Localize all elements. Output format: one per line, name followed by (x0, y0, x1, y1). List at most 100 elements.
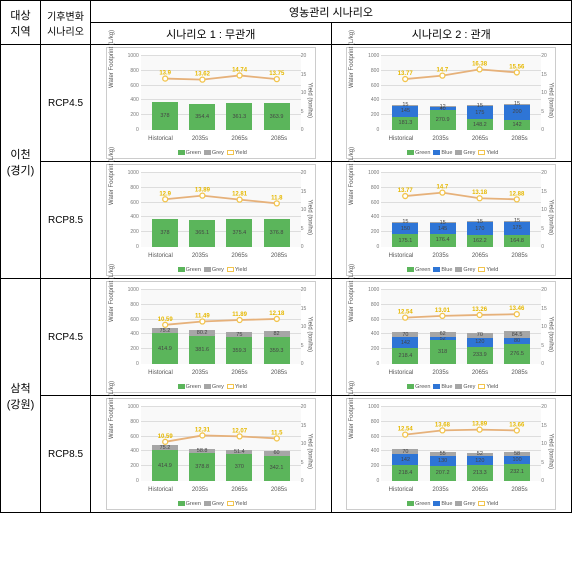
climate-cell: RCP4.5 (41, 279, 91, 396)
y2-tick: 0 (301, 361, 311, 367)
legend: GreenGreyYield (107, 150, 315, 156)
region-cell: 삼척(강원) (1, 279, 41, 513)
yield-marker (515, 197, 520, 202)
y1-tick: 800 (125, 419, 139, 425)
y1-tick: 0 (365, 478, 379, 484)
legend: GreenBlueGreyYield (347, 150, 555, 156)
y1-tick: 0 (365, 244, 379, 250)
yield-value: 12.81 (232, 192, 248, 198)
y1-tick: 400 (125, 448, 139, 454)
y1-tick: 600 (365, 83, 379, 89)
y2-tick: 10 (301, 324, 311, 330)
plot-area: 414.975.2378.858.837051.4342.16010.5912.… (141, 407, 301, 481)
y2-tick: 10 (541, 207, 551, 213)
plot-area: 218.4142703185262233.912070276.58084.512… (381, 290, 541, 364)
yield-marker (477, 427, 482, 432)
legend: GreenBlueGreyYield (347, 267, 555, 273)
y2-tick: 15 (541, 72, 551, 78)
yield-line: 10.5911.4911.8912.18 (141, 290, 301, 364)
chart-cell: Water Footprint (L/kg)Yield (ton/ha)0200… (331, 162, 572, 279)
y2-tick: 15 (301, 423, 311, 429)
y2-tick: 5 (541, 226, 551, 232)
y1-tick: 1000 (125, 53, 139, 59)
legend-label: Blue (441, 267, 452, 273)
chart-icheon_rcp45_s1: Water Footprint (L/kg)Yield (ton/ha)0200… (106, 47, 316, 159)
legend-swatch-blue (433, 150, 440, 155)
yield-marker (515, 70, 520, 75)
y1-tick: 600 (125, 83, 139, 89)
yield-marker (515, 428, 520, 433)
x-tick: 2065s (467, 253, 493, 259)
legend-swatch-yield (478, 384, 485, 389)
x-tick: 2085s (507, 253, 533, 259)
y2-tick: 0 (541, 478, 551, 484)
y1-tick: 600 (125, 434, 139, 440)
x-tick: Historical (148, 370, 174, 376)
y1-tick: 0 (365, 127, 379, 133)
yield-value: 12.54 (398, 310, 414, 316)
legend-label: Green (186, 501, 201, 507)
y2-tick: 5 (301, 109, 311, 115)
plot-area: 181.314515270.94012148.2175151422001513.… (381, 56, 541, 130)
y1-tick: 800 (365, 185, 379, 191)
chart-icheon_rcp85_s1: Water Footprint (L/kg)Yield (ton/ha)0200… (106, 164, 316, 276)
yield-line: 12.5413.6813.8913.66 (381, 407, 541, 481)
y1-tick: 400 (365, 331, 379, 337)
yield-marker (162, 76, 167, 81)
y1-tick: 800 (365, 419, 379, 425)
legend-swatch-yield (478, 267, 485, 272)
legend-label: Green (415, 267, 430, 273)
y2-tick: 20 (541, 404, 551, 410)
chart-cell: Water Footprint (L/kg)Yield (ton/ha)0200… (91, 279, 332, 396)
hdr-region: 대상지역 (1, 1, 41, 45)
yield-marker (477, 312, 482, 317)
legend-swatch-grey (455, 267, 462, 272)
yield-value: 13.77 (398, 188, 414, 194)
y2-tick: 10 (541, 90, 551, 96)
yield-value: 12.54 (398, 427, 414, 433)
yield-value: 14.74 (232, 67, 248, 73)
y1-label: Water Footprint (L/kg) (109, 264, 115, 322)
legend-swatch-blue (433, 501, 440, 506)
y1-tick: 400 (125, 331, 139, 337)
y2-tick: 20 (541, 53, 551, 59)
y1-tick: 200 (125, 346, 139, 352)
legend-swatch-green (407, 501, 414, 506)
yield-value: 13.68 (435, 422, 451, 428)
yield-value: 13.89 (195, 188, 211, 194)
y1-tick: 200 (125, 112, 139, 118)
y1-tick: 1000 (365, 53, 379, 59)
x-tick: Historical (148, 253, 174, 259)
chart-cell: Water Footprint (L/kg)Yield (ton/ha)0200… (91, 45, 332, 162)
x-tick: 2065s (227, 370, 253, 376)
legend-swatch-green (178, 384, 185, 389)
yield-marker (440, 73, 445, 78)
hdr-mgmt: 영농관리 시나리오 (91, 1, 572, 23)
legend-swatch-yield (227, 267, 234, 272)
yield-marker (200, 193, 205, 198)
y2-tick: 0 (301, 244, 311, 250)
legend-swatch-yield (478, 501, 485, 506)
x-tick: 2085s (266, 370, 292, 376)
legend-swatch-green (178, 267, 185, 272)
x-tick: 2065s (467, 136, 493, 142)
y1-tick: 400 (365, 97, 379, 103)
y1-tick: 800 (125, 68, 139, 74)
yield-value: 13.01 (435, 308, 451, 314)
x-labels: Historical2035s2065s2085s (141, 136, 299, 142)
legend-label: Grey (463, 267, 475, 273)
yield-marker (477, 196, 482, 201)
legend-label: Yield (235, 384, 247, 390)
y1-tick: 200 (365, 463, 379, 469)
y1-tick: 1000 (125, 287, 139, 293)
x-tick: Historical (388, 253, 414, 259)
climate-cell: RCP4.5 (41, 45, 91, 162)
yield-value: 10.59 (157, 434, 173, 440)
legend-label: Yield (235, 150, 247, 156)
yield-marker (440, 428, 445, 433)
legend-label: Yield (235, 501, 247, 507)
legend: GreenGreyYield (107, 501, 315, 507)
x-tick: 2085s (266, 136, 292, 142)
yield-marker (162, 322, 167, 327)
yield-line: 13.7714.716.3815.56 (381, 56, 541, 130)
